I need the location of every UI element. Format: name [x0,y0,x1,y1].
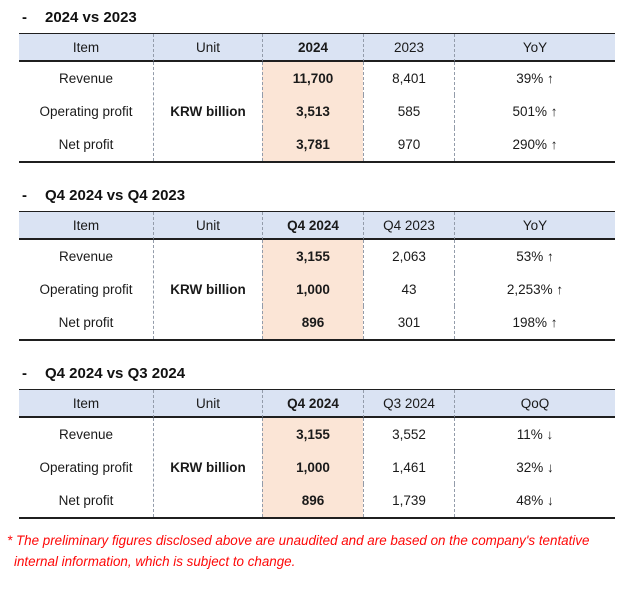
section-title-annual: - 2024 vs 2023 [22,9,620,27]
table-q4-qoq-comparison: Item Unit Q4 2024 Q3 2024 QoQ Revenue 3,… [19,389,615,519]
footnote: * The preliminary figures disclosed abov… [7,530,620,572]
prior-value: 8,401 [363,62,454,95]
column-header-current-period: Q4 2024 [262,212,363,240]
section-title-text: Q4 2024 vs Q4 2023 [45,187,186,204]
row-label: Revenue [58,71,114,86]
change-value: 32% ↓ [454,451,615,484]
row-label: Revenue [58,427,114,442]
column-header-item: Item [19,34,153,62]
title-bullet: - [22,187,27,204]
change-value: 198% ↑ [454,306,615,339]
column-header-current-period: 2024 [262,34,363,62]
prior-value: 301 [363,306,454,339]
footnote-text: The preliminary figures disclosed above … [15,533,590,548]
unit-cell: KRW billion [153,418,262,517]
row-label: Revenue [58,249,114,264]
current-value: 3,513 [262,95,363,128]
change-value: 39% ↑ [454,62,615,95]
column-header-change: YoY [454,212,615,240]
prior-value: 1,739 [363,484,454,517]
table-annual-comparison: Item Unit 2024 2023 YoY Revenue 11,700 8… [19,33,615,163]
prior-value: 1,461 [363,451,454,484]
unit-cell: KRW billion [153,62,262,161]
current-value: 1,000 [262,273,363,306]
row-label: Net profit [58,493,114,508]
column-header-unit: Unit [153,212,262,240]
current-value: 11,700 [262,62,363,95]
current-value: 896 [262,306,363,339]
current-value: 3,155 [262,418,363,451]
current-value: 1,000 [262,451,363,484]
row-label: Operating profit [39,282,133,297]
current-value: 3,781 [262,128,363,161]
footnote-line: internal information, which is subject t… [14,554,296,569]
column-header-item: Item [19,212,153,240]
table-q4-yoy-comparison: Item Unit Q4 2024 Q4 2023 YoY Revenue 3,… [19,211,615,341]
prior-value: 43 [363,273,454,306]
change-value: 11% ↓ [454,418,615,451]
prior-value: 970 [363,128,454,161]
column-header-prior-period: Q3 2024 [363,390,454,418]
column-header-current-period: Q4 2024 [262,390,363,418]
section-title-q4-yoy: - Q4 2024 vs Q4 2023 [22,187,620,205]
change-value: 2,253% ↑ [454,273,615,306]
column-header-prior-period: Q4 2023 [363,212,454,240]
current-value: 896 [262,484,363,517]
prior-value: 3,552 [363,418,454,451]
footnote-line: * The preliminary figures disclosed abov… [7,530,620,551]
page: { "colors": { "header_bg": "#dae3f3", "h… [0,9,620,589]
column-header-item: Item [19,390,153,418]
section-title-text: 2024 vs 2023 [45,9,137,26]
column-header-unit: Unit [153,390,262,418]
prior-value: 2,063 [363,240,454,273]
unit-cell: KRW billion [153,240,262,339]
section-title-text: Q4 2024 vs Q3 2024 [45,365,186,382]
footnote-marker: * [7,533,13,548]
row-label: Operating profit [39,460,133,475]
change-value: 501% ↑ [454,95,615,128]
change-value: 53% ↑ [454,240,615,273]
title-bullet: - [22,9,27,26]
title-bullet: - [22,365,27,382]
prior-value: 585 [363,95,454,128]
row-label: Operating profit [39,104,133,119]
section-title-q4-qoq: - Q4 2024 vs Q3 2024 [22,365,620,383]
current-value: 3,155 [262,240,363,273]
column-header-change: QoQ [454,390,615,418]
column-header-prior-period: 2023 [363,34,454,62]
change-value: 290% ↑ [454,128,615,161]
change-value: 48% ↓ [454,484,615,517]
column-header-unit: Unit [153,34,262,62]
column-header-change: YoY [454,34,615,62]
row-label: Net profit [58,137,114,152]
row-label: Net profit [58,315,114,330]
